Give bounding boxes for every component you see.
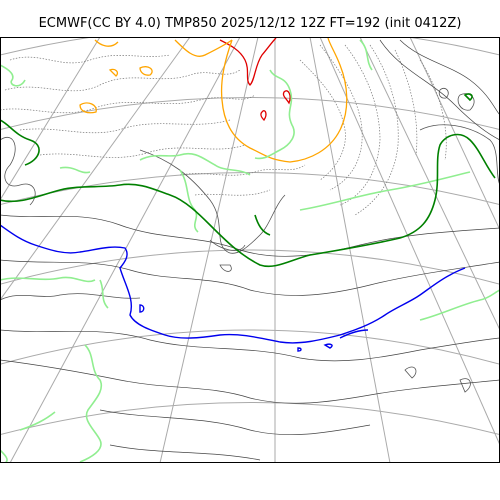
graticule-longitude bbox=[0, 37, 500, 463]
map-panel bbox=[0, 37, 500, 463]
contour-green bbox=[0, 93, 496, 268]
isotherm-dotted bbox=[0, 44, 447, 216]
contour-orange bbox=[79, 37, 348, 163]
contour-red bbox=[219, 37, 291, 122]
map-svg bbox=[0, 37, 500, 463]
contour-lightgreen bbox=[0, 39, 500, 463]
contour-blue bbox=[0, 224, 466, 352]
chart-title: ECMWF(CC BY 4.0) TMP850 2025/12/12 12Z F… bbox=[38, 16, 462, 31]
isotherm-solid bbox=[0, 39, 500, 461]
